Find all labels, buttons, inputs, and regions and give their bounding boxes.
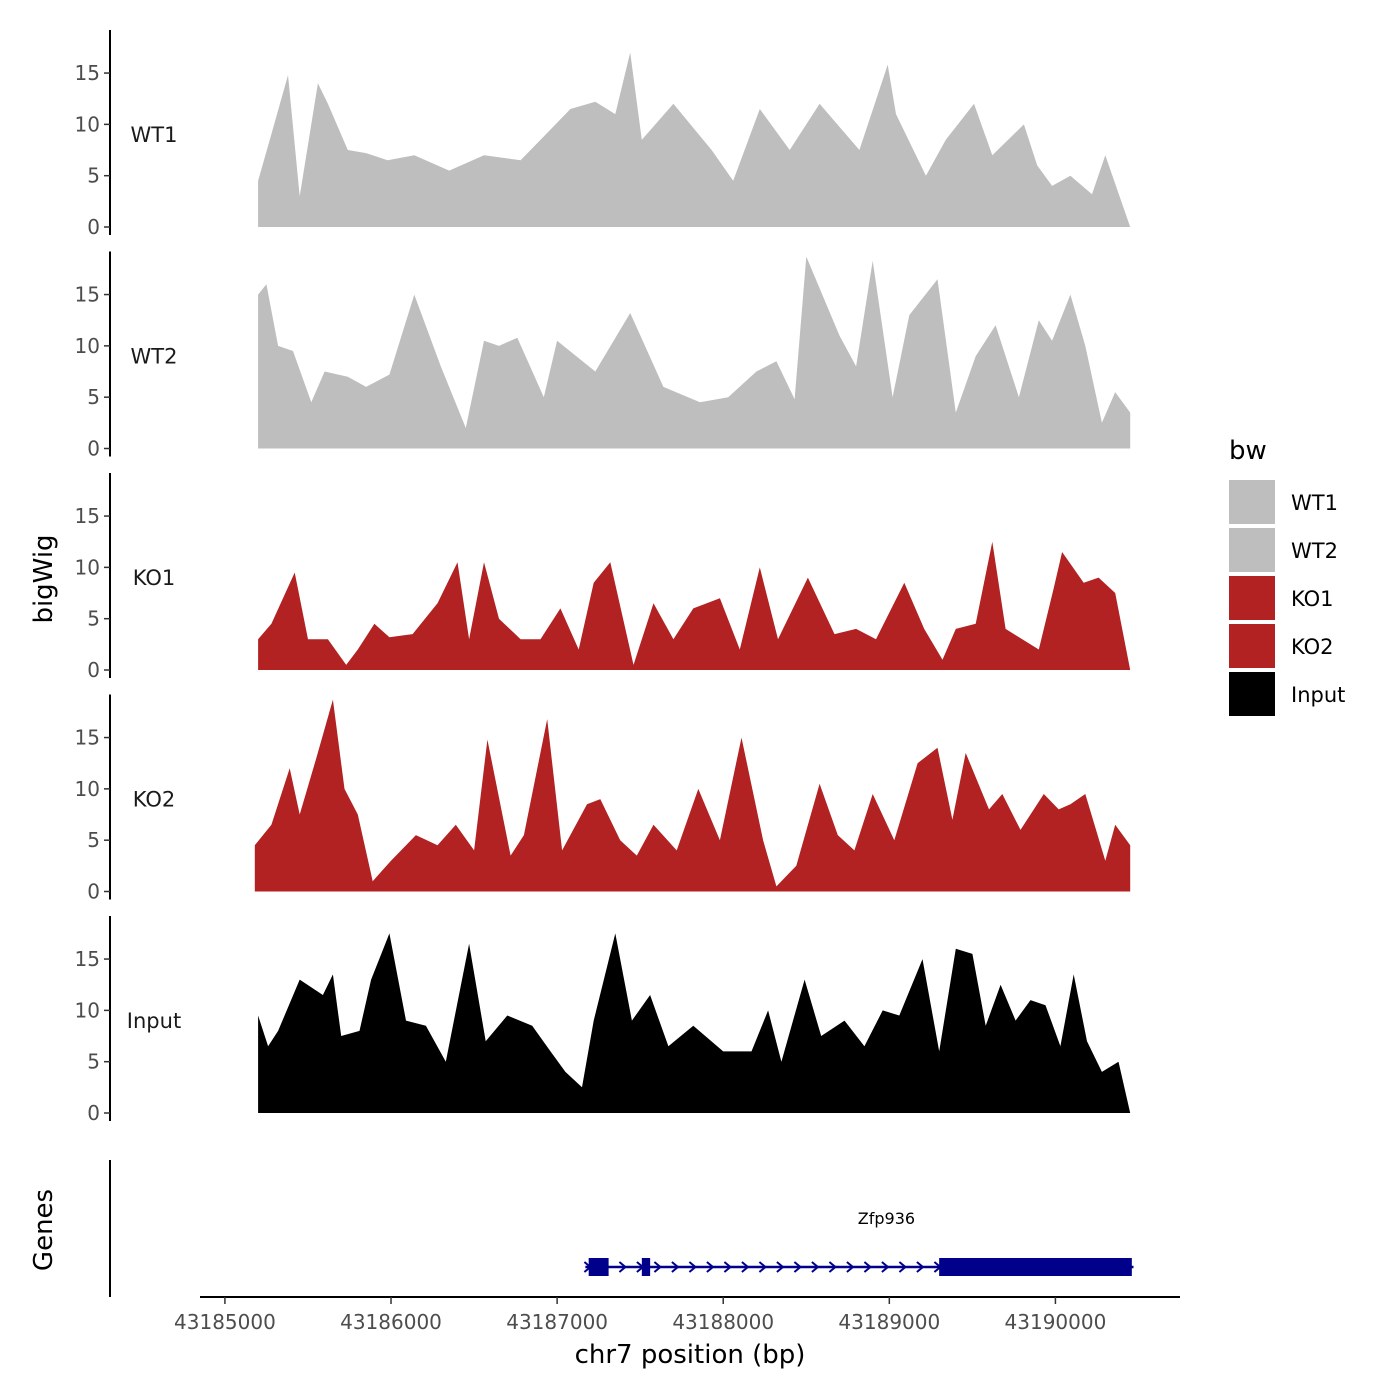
strand-chevron	[776, 1261, 785, 1273]
track-ko2: 0 5 10 15 KO2	[75, 694, 1131, 904]
strand-chevron	[741, 1261, 750, 1273]
y-tick-label: 5	[87, 385, 100, 409]
area-ko1	[258, 541, 1131, 670]
gene-track: Zfp936	[109, 1160, 1134, 1297]
strand-chevron	[723, 1261, 732, 1273]
gene-name-label: Zfp936	[858, 1209, 915, 1228]
y-tick-label: 0	[87, 880, 100, 904]
strand-chevron	[688, 1261, 697, 1273]
track-wt1: 0 5 10 15 WT1	[75, 30, 1131, 239]
x-tick-label: 43190000	[1005, 1310, 1107, 1334]
y-tick-label: 5	[87, 164, 100, 188]
x-tick-label: 43189000	[838, 1310, 940, 1334]
legend-label-input: Input	[1291, 683, 1345, 707]
y-tick-label: 15	[75, 947, 100, 971]
track-label: WT1	[131, 123, 178, 147]
area-wt2	[258, 256, 1131, 449]
gene-exon	[939, 1258, 1132, 1276]
strand-chevron	[828, 1261, 837, 1273]
strand-chevron	[916, 1261, 925, 1273]
strand-chevron	[793, 1261, 802, 1273]
y-tick-label: 10	[75, 334, 100, 358]
legend-label-ko1: KO1	[1291, 587, 1334, 611]
gene-track-title: Genes	[29, 1189, 59, 1271]
track-label: KO2	[133, 788, 176, 812]
x-tick-label: 43187000	[506, 1310, 608, 1334]
strand-chevron	[846, 1261, 855, 1273]
track-input: 0 5 10 15 Input	[75, 916, 1131, 1125]
strand-chevron	[898, 1261, 907, 1273]
area-ko2	[254, 699, 1131, 892]
y-tick-label: 5	[87, 607, 100, 631]
y-tick-label: 5	[87, 828, 100, 852]
strand-chevron	[706, 1261, 715, 1273]
signal-tracks: 0 5 10 15 WT1 0 5 10 15 WT2 0 5 10 15 KO1 0 5 10 15 KO2 0 5 10…	[75, 30, 1131, 1125]
strand-chevron	[671, 1261, 680, 1273]
y-tick-label: 15	[75, 61, 100, 85]
legend-key-input	[1229, 672, 1275, 716]
strand-chevron	[618, 1261, 627, 1273]
track-wt2: 0 5 10 15 WT2	[75, 251, 1131, 461]
y-tick-label: 15	[75, 726, 100, 750]
x-tick-label: 43185000	[174, 1310, 276, 1334]
area-wt1	[258, 52, 1131, 227]
strand-chevron	[653, 1261, 662, 1273]
legend-label-ko2: KO2	[1291, 635, 1334, 659]
track-label: Input	[127, 1009, 181, 1033]
strand-chevron	[758, 1261, 767, 1273]
y-tick-label: 0	[87, 1101, 100, 1125]
legend-label-wt1: WT1	[1291, 491, 1338, 515]
strand-chevron	[881, 1261, 890, 1273]
x-tick-label: 43186000	[340, 1310, 442, 1334]
y-tick-label: 0	[87, 437, 100, 461]
y-tick-label: 0	[87, 215, 100, 239]
y-tick-label: 5	[87, 1050, 100, 1074]
legend-key-wt1	[1229, 480, 1275, 524]
y-axis-title: bigWig	[29, 534, 59, 623]
x-axis: 43185000 43186000 43187000 43188000 43189000…	[174, 1296, 1180, 1334]
legend: bw WT1 WT2 KO1 KO2 Input	[1229, 436, 1345, 716]
strand-chevron	[863, 1261, 872, 1273]
track-ko1: 0 5 10 15 KO1	[75, 473, 1131, 682]
legend-label-wt2: WT2	[1291, 539, 1338, 563]
x-axis-title: chr7 position (bp)	[575, 1340, 806, 1370]
x-tick-label: 43188000	[672, 1310, 774, 1334]
y-tick-label: 10	[75, 112, 100, 136]
legend-key-ko2	[1229, 624, 1275, 668]
area-input	[258, 933, 1131, 1113]
track-label: WT2	[131, 345, 178, 369]
legend-key-ko1	[1229, 576, 1275, 620]
legend-key-wt2	[1229, 528, 1275, 572]
y-tick-label: 10	[75, 998, 100, 1022]
strand-chevron	[811, 1261, 820, 1273]
y-tick-label: 0	[87, 658, 100, 682]
y-tick-label: 10	[75, 777, 100, 801]
y-tick-label: 15	[75, 504, 100, 528]
gene-exon	[641, 1258, 651, 1276]
track-label: KO1	[133, 566, 176, 590]
legend-title: bw	[1229, 436, 1267, 466]
y-tick-label: 10	[75, 555, 100, 579]
gene-exon	[588, 1258, 609, 1276]
y-tick-label: 15	[75, 283, 100, 307]
